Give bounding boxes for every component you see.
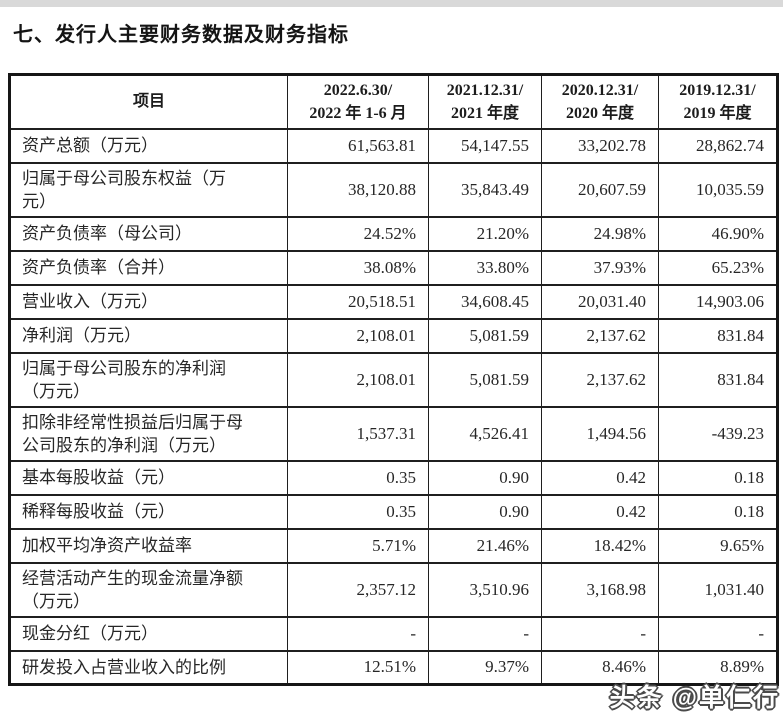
table-row-debt-ratio-consolidated: 资产负债率（合并） 38.08% 33.80% 37.93% 65.23%	[9, 249, 778, 286]
cell-value: -	[658, 615, 778, 652]
cell-value: 61,563.81	[287, 127, 429, 164]
col-header-period-2019: 2019.12.31/ 2019 年度	[658, 73, 778, 130]
cell-value: 2,108.01	[287, 351, 429, 408]
cell-value: 35,843.49	[428, 161, 542, 218]
row-label: 扣除非经常性损益后归属于母 公司股东的净利润（万元）	[9, 405, 288, 462]
row-label: 净利润（万元）	[9, 317, 288, 354]
cell-value: 5,081.59	[428, 317, 542, 354]
cell-value: 33,202.78	[541, 127, 659, 164]
cell-value: 0.90	[428, 493, 542, 530]
cell-value: 10,035.59	[658, 161, 778, 218]
page-title: 七、发行人主要财务数据及财务指标	[13, 24, 349, 46]
row-label: 加权平均净资产收益率	[9, 527, 288, 564]
cell-value: 2,108.01	[287, 317, 429, 354]
table-row-parent-equity: 归属于母公司股东权益（万 元） 38,120.88 35,843.49 20,6…	[9, 161, 778, 218]
cell-value: -439.23	[658, 405, 778, 462]
table-row-total-assets: 资产总额（万元） 61,563.81 54,147.55 33,202.78 2…	[9, 127, 778, 164]
cell-value: 2,137.62	[541, 317, 659, 354]
cell-value: 24.52%	[287, 215, 429, 252]
watermark: 头条 @单仁行	[609, 684, 780, 712]
row-label: 归属于母公司股东权益（万 元）	[9, 161, 288, 218]
cell-value: 0.42	[541, 459, 659, 496]
table-row-net-profit-excl-nonrecurring: 扣除非经常性损益后归属于母 公司股东的净利润（万元） 1,537.31 4,52…	[9, 405, 778, 462]
cell-value: 8.89%	[658, 649, 778, 686]
row-label: 资产总额（万元）	[9, 127, 288, 164]
col-header-period-2021: 2021.12.31/ 2021 年度	[428, 73, 542, 130]
cell-value: 0.18	[658, 459, 778, 496]
cell-value: 14,903.06	[658, 283, 778, 320]
row-label: 经营活动产生的现金流量净额 （万元）	[9, 561, 288, 618]
cell-value: 2,137.62	[541, 351, 659, 408]
table-row-net-profit-parent: 归属于母公司股东的净利润 （万元） 2,108.01 5,081.59 2,13…	[9, 351, 778, 408]
row-label: 营业收入（万元）	[9, 283, 288, 320]
table-row-cash-dividend: 现金分红（万元） - - - -	[9, 615, 778, 652]
cell-value: 12.51%	[287, 649, 429, 686]
table-body: 资产总额（万元） 61,563.81 54,147.55 33,202.78 2…	[9, 127, 778, 686]
table-header: 项目 2022.6.30/ 2022 年 1-6 月 2021.12.31/ 2…	[9, 73, 778, 130]
cell-value: 18.42%	[541, 527, 659, 564]
row-label: 研发投入占营业收入的比例	[9, 649, 288, 686]
cell-value: 4,526.41	[428, 405, 542, 462]
cell-value: 2,357.12	[287, 561, 429, 618]
row-label: 归属于母公司股东的净利润 （万元）	[9, 351, 288, 408]
table-row-weighted-roe: 加权平均净资产收益率 5.71% 21.46% 18.42% 9.65%	[9, 527, 778, 564]
cell-value: 0.90	[428, 459, 542, 496]
cell-value: 0.35	[287, 459, 429, 496]
cell-value: 5,081.59	[428, 351, 542, 408]
cell-value: 37.93%	[541, 249, 659, 286]
table-row-revenue: 营业收入（万元） 20,518.51 34,608.45 20,031.40 1…	[9, 283, 778, 320]
cell-value: 5.71%	[287, 527, 429, 564]
top-gray-strip	[0, 0, 783, 7]
row-label: 稀释每股收益（元）	[9, 493, 288, 530]
cell-value: 1,537.31	[287, 405, 429, 462]
cell-value: 38.08%	[287, 249, 429, 286]
cell-value: 0.42	[541, 493, 659, 530]
cell-value: 9.65%	[658, 527, 778, 564]
table-row-rd-ratio: 研发投入占营业收入的比例 12.51% 9.37% 8.46% 8.89%	[9, 649, 778, 686]
row-label: 基本每股收益（元）	[9, 459, 288, 496]
cell-value: 38,120.88	[287, 161, 429, 218]
table-row-debt-ratio-parent: 资产负债率（母公司） 24.52% 21.20% 24.98% 46.90%	[9, 215, 778, 252]
financial-data-table: 项目 2022.6.30/ 2022 年 1-6 月 2021.12.31/ 2…	[8, 73, 779, 686]
cell-value: -	[287, 615, 429, 652]
row-label: 资产负债率（合并）	[9, 249, 288, 286]
cell-value: 20,607.59	[541, 161, 659, 218]
cell-value: 54,147.55	[428, 127, 542, 164]
cell-value: -	[541, 615, 659, 652]
cell-value: 34,608.45	[428, 283, 542, 320]
col-header-item: 项目	[9, 73, 288, 130]
cell-value: 0.35	[287, 493, 429, 530]
cell-value: -	[428, 615, 542, 652]
table-row-operating-cash-flow: 经营活动产生的现金流量净额 （万元） 2,357.12 3,510.96 3,1…	[9, 561, 778, 618]
cell-value: 21.46%	[428, 527, 542, 564]
col-header-period-2022: 2022.6.30/ 2022 年 1-6 月	[287, 73, 429, 130]
cell-value: 3,168.98	[541, 561, 659, 618]
row-label: 资产负债率（母公司）	[9, 215, 288, 252]
cell-value: 831.84	[658, 317, 778, 354]
cell-value: 831.84	[658, 351, 778, 408]
cell-value: 21.20%	[428, 215, 542, 252]
cell-value: 46.90%	[658, 215, 778, 252]
table-row-net-profit: 净利润（万元） 2,108.01 5,081.59 2,137.62 831.8…	[9, 317, 778, 354]
cell-value: 9.37%	[428, 649, 542, 686]
cell-value: 1,031.40	[658, 561, 778, 618]
row-label: 现金分红（万元）	[9, 615, 288, 652]
cell-value: 8.46%	[541, 649, 659, 686]
cell-value: 0.18	[658, 493, 778, 530]
cell-value: 28,862.74	[658, 127, 778, 164]
col-header-period-2020: 2020.12.31/ 2020 年度	[541, 73, 659, 130]
table-row-diluted-eps: 稀释每股收益（元） 0.35 0.90 0.42 0.18	[9, 493, 778, 530]
table-row-basic-eps: 基本每股收益（元） 0.35 0.90 0.42 0.18	[9, 459, 778, 496]
cell-value: 20,518.51	[287, 283, 429, 320]
cell-value: 1,494.56	[541, 405, 659, 462]
cell-value: 3,510.96	[428, 561, 542, 618]
cell-value: 24.98%	[541, 215, 659, 252]
cell-value: 33.80%	[428, 249, 542, 286]
header-row: 项目 2022.6.30/ 2022 年 1-6 月 2021.12.31/ 2…	[9, 73, 778, 130]
cell-value: 65.23%	[658, 249, 778, 286]
cell-value: 20,031.40	[541, 283, 659, 320]
